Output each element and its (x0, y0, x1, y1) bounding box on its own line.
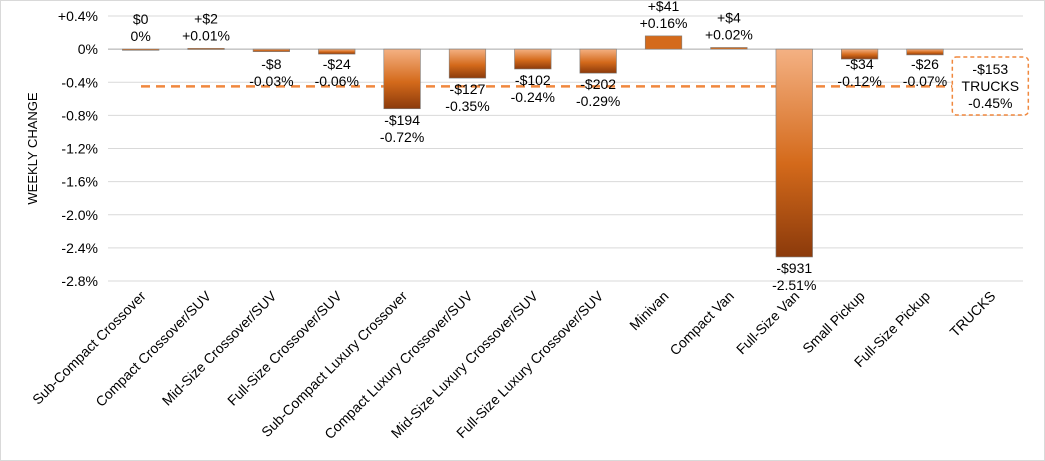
data-label-line: -0.03% (249, 73, 293, 89)
data-label: -$194 -0.72% (380, 112, 424, 145)
gridlines (108, 15, 1023, 282)
y-tick-label: -2.0% (61, 207, 98, 223)
reference-label-line: -$153 (972, 61, 1008, 77)
category-label: TRUCKS (946, 288, 998, 340)
data-label-line: -0.29% (576, 93, 620, 109)
data-label: -$127 -0.35% (445, 81, 489, 114)
category-label: Minivan (626, 288, 671, 333)
data-label: $0 0% (131, 11, 151, 44)
y-axis-title: WEEKLY CHANGE (25, 92, 40, 205)
data-label: +$4 +0.02% (705, 9, 753, 42)
data-label-line: +0.02% (705, 26, 753, 42)
data-label: -$8 -0.03% (249, 56, 293, 89)
data-label-line: -$34 (846, 56, 874, 72)
bars (122, 35, 944, 258)
category-label: Small Pickup (799, 288, 868, 357)
data-labels: $0 0%+$2 +0.01%-$8 -0.03%-$24 -0.06%-$194 -0.… (131, 1, 948, 293)
data-label-line: -0.35% (445, 98, 489, 114)
category-label: Sub-Compact Crossover (29, 288, 149, 408)
data-label-line: -$102 (515, 72, 551, 88)
data-label: -$26 -0.07% (903, 56, 947, 89)
data-label: -$102 -0.24% (511, 72, 555, 105)
reference-line-group: -$153 TRUCKS -0.45% (141, 56, 1030, 116)
data-label-line: -0.06% (315, 73, 359, 89)
data-label-line: -$202 (580, 76, 616, 92)
data-label-line: +0.01% (182, 27, 230, 43)
reference-label-line: -0.45% (968, 95, 1012, 111)
category-label: Mid-Size Crossover/SUV (159, 287, 280, 408)
bar (383, 48, 421, 110)
category-label: Full-Size Luxury Crossover/SUV (453, 287, 607, 441)
bar (775, 48, 813, 258)
bar (122, 48, 160, 51)
y-tick-label: -0.8% (61, 107, 98, 123)
data-label: +$41 +0.16% (640, 1, 688, 31)
data-label: +$2 +0.01% (182, 10, 230, 43)
data-label-line: -$127 (450, 81, 486, 97)
bar (906, 48, 944, 56)
data-label: -$24 -0.06% (315, 56, 359, 89)
data-label-line: -0.24% (511, 89, 555, 105)
bar (187, 47, 225, 50)
bar (644, 35, 683, 50)
y-tick-label: -0.4% (61, 74, 98, 90)
data-label-line: -0.07% (903, 73, 947, 89)
data-label-line: +$41 (648, 1, 680, 14)
bar (579, 48, 617, 74)
y-tick-label: -2.4% (61, 240, 98, 256)
bar (318, 48, 356, 55)
category-label: Full-Size Crossover/SUV (224, 287, 345, 408)
bar (514, 48, 552, 70)
reference-label-line: TRUCKS (962, 78, 1020, 94)
y-tick-label: +0.4% (58, 8, 98, 24)
data-label-line: -$931 (776, 260, 812, 276)
data-label-line: +$2 (194, 10, 218, 26)
data-label-line: $0 (133, 11, 149, 27)
bar (841, 48, 879, 60)
y-axis-ticks: +0.4% 0% -0.4% -0.8% -1.2% -1.6% -2.0% -2.4% -2.… (58, 8, 98, 289)
bar (710, 47, 748, 50)
reference-label-box (951, 56, 1030, 116)
bar (448, 48, 487, 79)
data-label-line: -0.12% (837, 73, 881, 89)
category-label: Compact Crossover/SUV (92, 287, 214, 409)
data-label: -$34 -0.12% (837, 56, 881, 89)
category-label: Full-Size Van (733, 288, 802, 357)
y-tick-label: 0% (78, 41, 98, 57)
data-label-line: -$24 (323, 56, 351, 72)
data-label: -$931 -2.51% (772, 260, 816, 293)
data-label-line: -2.51% (772, 277, 816, 293)
data-label: -$202 -0.29% (576, 76, 620, 109)
reference-label: -$153 TRUCKS -0.45% (962, 61, 1020, 111)
data-label-line: -$26 (911, 56, 939, 72)
bar (252, 48, 290, 52)
y-tick-label: -1.6% (61, 174, 98, 190)
y-tick-label: -1.2% (61, 141, 98, 157)
data-label-line: +0.16% (640, 15, 688, 31)
category-label: Compact Van (666, 288, 737, 359)
data-label-line: -$8 (261, 56, 281, 72)
data-label-line: 0% (131, 28, 151, 44)
data-label-line: -$194 (384, 112, 420, 128)
data-label-line: -0.72% (380, 129, 424, 145)
data-label-line: +$4 (717, 9, 741, 25)
y-tick-label: -2.8% (61, 273, 98, 289)
